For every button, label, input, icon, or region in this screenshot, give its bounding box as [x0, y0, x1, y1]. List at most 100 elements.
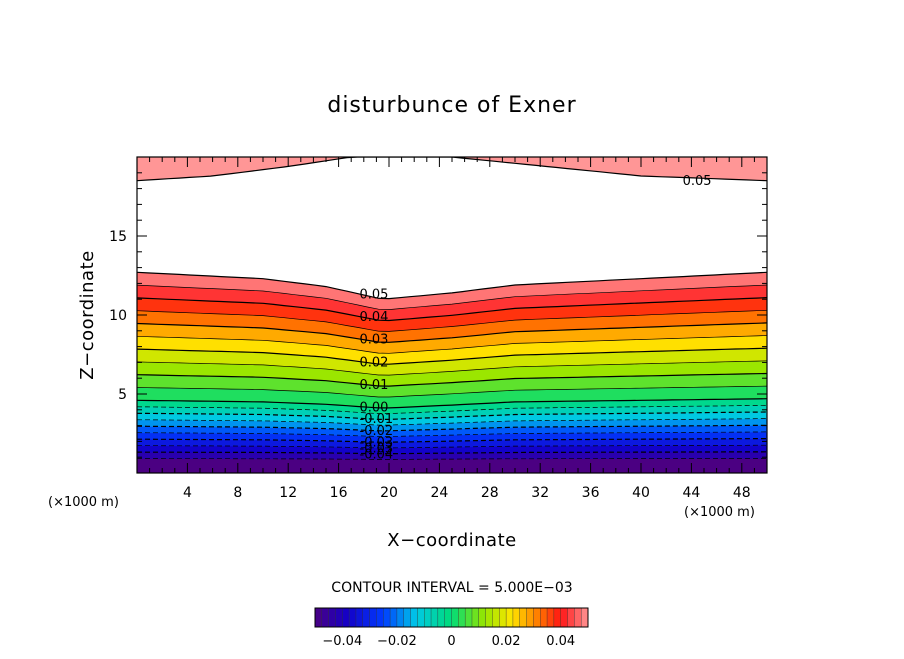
colorbar-tick-label: 0 — [447, 634, 455, 649]
colorbar-cell — [505, 607, 514, 628]
colorbar-cell — [376, 607, 384, 628]
contour-label: 0.01 — [360, 378, 389, 393]
colorbar-cell — [478, 607, 487, 628]
contour-line — [137, 347, 767, 365]
colorbar-cell — [540, 607, 548, 628]
colorbar-cell — [471, 607, 480, 628]
colorbar-cell — [458, 607, 466, 628]
contour-label: -0.01 — [360, 412, 394, 427]
x-tick-label: 8 — [233, 485, 242, 501]
contour-line — [137, 385, 767, 398]
colorbar-cell — [369, 607, 377, 628]
x-tick-label: 36 — [582, 485, 600, 501]
contour-line — [137, 372, 767, 387]
y-tick-label: 5 — [118, 387, 127, 403]
upper-contour-line — [137, 157, 767, 182]
y-axis-label: Z−coordinate — [77, 250, 98, 379]
colorbar-cell — [437, 607, 446, 628]
x-tick-label: 4 — [183, 485, 192, 501]
colorbar-frame — [314, 607, 589, 628]
contour-label: 0.03 — [360, 333, 389, 348]
colorbar-cell — [574, 607, 582, 628]
contour-label: 0.05 — [683, 174, 712, 189]
contour-line — [137, 322, 767, 343]
x-tick-label: 24 — [430, 485, 448, 501]
contour-line — [137, 309, 767, 332]
colorbar-cell — [417, 607, 425, 628]
contour-line — [137, 405, 767, 414]
contour-line — [137, 438, 767, 443]
colorbar-tick-label: −0.02 — [377, 634, 417, 649]
colorbar-tick-label: 0.02 — [492, 634, 521, 649]
contour-line — [137, 411, 767, 420]
colorbar-cell — [519, 607, 528, 628]
contour-line — [137, 335, 767, 354]
x-axis-ticks: 4 8 12 16 20 24 28 32 36 40 44 48 — [149, 157, 768, 501]
colorbar-cell — [430, 607, 439, 628]
colorbar-cell — [410, 607, 418, 628]
x-unit-right: (×1000 m) — [684, 505, 755, 520]
contour-line — [137, 458, 767, 460]
colorbar-cell — [560, 607, 569, 628]
contour-labels: 0.050.040.030.020.010.00-0.01-0.02-0.03-… — [360, 174, 712, 463]
contour-line — [137, 424, 767, 432]
x-tick-label: 44 — [682, 485, 700, 501]
colorbar-cell — [389, 607, 398, 628]
colorbar-cell — [492, 607, 500, 628]
x-tick-label: 48 — [733, 485, 751, 501]
y-tick-label: 15 — [109, 229, 127, 245]
colorbar-cell — [580, 607, 589, 628]
x-tick-label: 40 — [632, 485, 650, 501]
contour-label: 0.04 — [360, 310, 389, 325]
contour-line — [137, 418, 767, 426]
colorbar — [314, 607, 589, 628]
colorbar-cell — [314, 607, 323, 628]
colorbar-cell — [485, 607, 493, 628]
contour-label: 0.00 — [360, 400, 389, 415]
colorbar-cell — [533, 607, 541, 628]
colorbar-cell — [328, 607, 336, 628]
contour-label: -0.04 — [360, 447, 394, 462]
colorbar-tick-label: 0.04 — [546, 634, 575, 649]
colorbar-cell — [321, 607, 330, 628]
colorbar-tick-label: −0.04 — [322, 634, 362, 649]
x-tick-label: 32 — [531, 485, 549, 501]
x-unit-left: (×1000 m) — [48, 495, 119, 510]
colorbar-cell — [546, 607, 555, 628]
colorbar-cell — [499, 607, 507, 628]
x-tick-label: 20 — [380, 485, 398, 501]
colorbar-cell — [451, 607, 459, 628]
colorbar-cell — [567, 607, 575, 628]
contour-label: 0.05 — [360, 288, 389, 303]
contour-line — [137, 451, 767, 455]
contour-line — [137, 431, 767, 437]
colorbar-cell — [512, 607, 521, 628]
colorbar-cell — [424, 607, 432, 628]
x-tick-label: 16 — [330, 485, 348, 501]
contour-label: -0.03 — [360, 442, 394, 457]
contour-line — [137, 297, 767, 322]
upper-contour-band — [137, 157, 767, 181]
contour-label: 0.02 — [360, 355, 389, 370]
colorbar-cell — [553, 607, 562, 628]
contour-line — [137, 360, 767, 376]
colorbar-cell — [362, 607, 371, 628]
colorbar-cell — [403, 607, 412, 628]
contour-lines — [137, 157, 767, 460]
x-axis-label: X−coordinate — [387, 530, 516, 551]
contour-label: -0.03 — [360, 436, 394, 451]
colorbar-ticks: −0.04 −0.02 0 0.02 0.04 — [322, 634, 575, 649]
contour-label: -0.02 — [360, 424, 394, 439]
contour-line — [137, 284, 767, 310]
chart-title: disturbunce of Exner — [327, 93, 576, 118]
contour-interval-text: CONTOUR INTERVAL = 5.000E−03 — [331, 580, 572, 596]
colorbar-cell — [342, 607, 350, 628]
y-axis-ticks: 5 10 15 — [109, 172, 767, 458]
colorbar-cell — [335, 607, 343, 628]
contour-line — [137, 398, 767, 409]
colorbar-cell — [383, 607, 391, 628]
colorbar-cell — [396, 607, 405, 628]
x-tick-label: 12 — [279, 485, 297, 501]
